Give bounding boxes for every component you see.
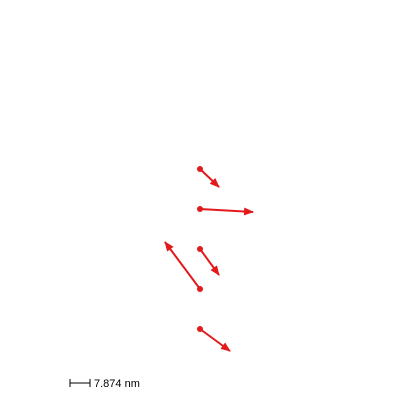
arrow-origin-dot (197, 286, 203, 292)
displacement-arrows (164, 166, 254, 352)
arrow-origin-dot (197, 246, 203, 252)
displacement-arrow-1 (197, 166, 220, 188)
scale-bar: 7.874 nm (69, 378, 140, 390)
arrow-origin-dot (197, 166, 203, 172)
displacement-arrow-5 (197, 326, 231, 352)
displacement-arrow-3 (197, 246, 220, 276)
scale-bar-label: 7.874 nm (94, 378, 140, 390)
displacement-arrow-2 (197, 206, 254, 216)
displacement-arrow-4 (164, 241, 203, 292)
arrow-origin-dot (197, 326, 203, 332)
arrow-origin-dot (197, 206, 203, 212)
